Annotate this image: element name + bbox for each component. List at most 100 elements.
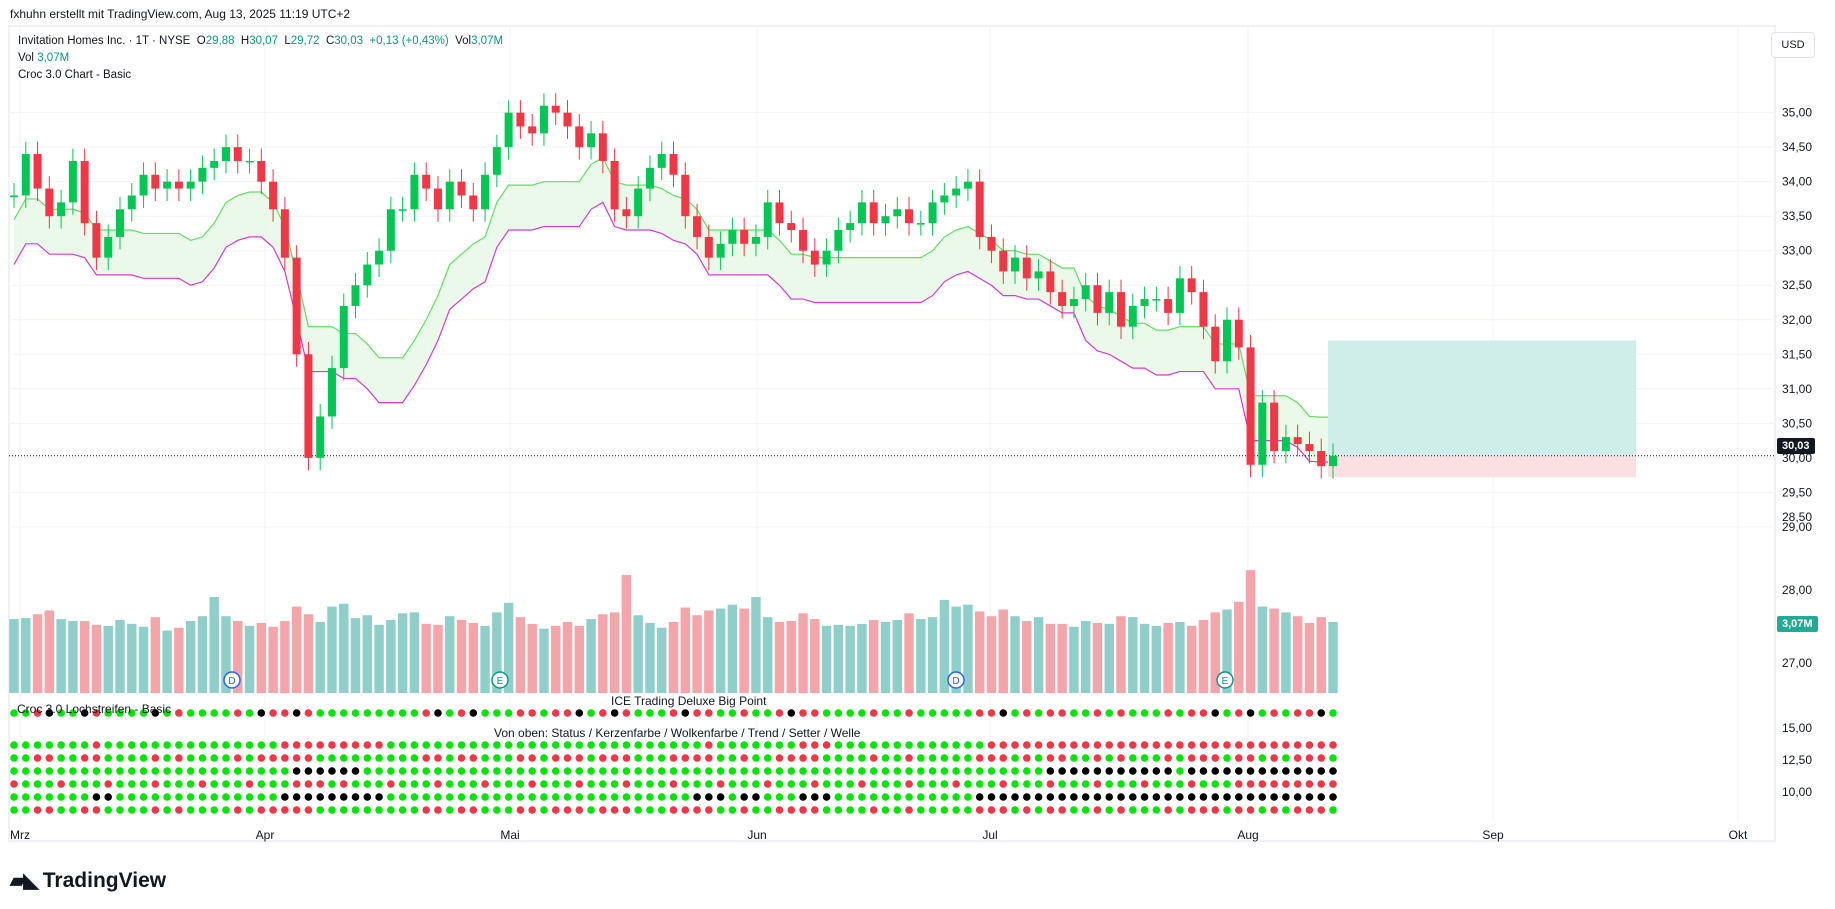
lochstreifen-dot (940, 806, 949, 814)
open-value: 29,88 (205, 35, 235, 47)
lochstreifen-dot (811, 741, 819, 749)
lochstreifen-dot (1058, 780, 1066, 788)
lochstreifen-dot (893, 806, 902, 814)
volume-bar (798, 613, 808, 693)
lochstreifen-dot (1270, 754, 1278, 762)
lochstreifen-dot (1023, 806, 1031, 814)
candle-body (952, 188, 961, 196)
lochstreifen-dot (1258, 780, 1267, 788)
candle-body (1034, 271, 1043, 279)
lochstreifen-dot (210, 806, 219, 814)
lochstreifen-dot (1128, 709, 1137, 717)
lochstreifen-dot (210, 793, 219, 801)
lochstreifen-dot (822, 780, 831, 788)
lochstreifen-dot (610, 780, 619, 788)
lochstreifen-dot (1199, 754, 1208, 762)
y-tick-label: 32,00 (1782, 313, 1812, 327)
lochstreifen-dot (999, 767, 1008, 775)
lochstreifen-dot (57, 741, 65, 749)
lochstreifen-dot (1011, 806, 1019, 814)
candle-body (398, 209, 407, 211)
lochstreifen-dot (787, 767, 796, 775)
lochstreifen-dot (139, 806, 148, 814)
volume-bar (480, 625, 490, 693)
lochstreifen-dot (127, 754, 136, 762)
candle-body (304, 354, 313, 458)
lochstreifen-dot (116, 793, 124, 801)
lochstreifen-dot (669, 767, 678, 775)
lochstreifen-dot (775, 806, 784, 814)
lochstreifen-dot (398, 780, 407, 788)
lochstreifen-dot (445, 780, 454, 788)
volume-bar (704, 610, 714, 693)
lochstreifen-dot (481, 709, 489, 717)
lochstreifen-dot (116, 741, 124, 749)
lochstreifen-dot (917, 767, 925, 775)
lochstreifen-dot (1246, 793, 1255, 801)
candle-body (740, 230, 749, 244)
lochstreifen-dot (1270, 793, 1278, 801)
lochstreifen-dot (587, 806, 595, 814)
lochstreifen-dot (422, 767, 430, 775)
lochstreifen-dot (292, 793, 301, 801)
lochstreifen-dot (1176, 806, 1184, 814)
lochstreifen-dot (163, 806, 171, 814)
event-marker-label: D (228, 676, 235, 687)
lochstreifen-dot (987, 754, 996, 762)
volume-bar (880, 621, 891, 693)
lochstreifen-dot (1128, 793, 1137, 801)
lochstreifen-dot (657, 754, 666, 762)
lochstreifen-dot (528, 709, 536, 717)
lochstreifen-dot (705, 767, 713, 775)
lochstreifen-dot (987, 741, 996, 749)
lochstreifen-dot (940, 793, 949, 801)
lochstreifen-dot (1034, 780, 1043, 788)
volume-bar (374, 624, 384, 693)
candle-body (1187, 278, 1196, 293)
lochstreifen-dot (469, 754, 478, 762)
lochstreifen-dot (269, 793, 277, 801)
lochstreifen-dot (233, 709, 242, 717)
lochstreifen-dot (351, 709, 360, 717)
candle-body (221, 147, 230, 161)
lochstreifen-dot (233, 767, 242, 775)
lochstreifen-dot (869, 709, 878, 717)
lochstreifen-dot (80, 767, 89, 775)
lochstreifen-dot (528, 767, 536, 775)
lochstreifen-dot (575, 780, 584, 788)
lochstreifen-dot (563, 806, 572, 814)
lochstreifen-dot (728, 709, 737, 717)
candle-body (1246, 347, 1255, 465)
candle-body (799, 230, 808, 251)
lochstreifen-dot (69, 780, 77, 788)
lochstreifen-dot (869, 780, 878, 788)
lochstreifen-dot (540, 806, 548, 814)
lochstreifen-dot (752, 767, 760, 775)
lochstreifen-dot (1081, 767, 1090, 775)
candle-body (575, 126, 584, 148)
lochstreifen-dot (716, 741, 725, 749)
lochstreifen-dot (1117, 709, 1125, 717)
x-tick-label: Mrz (10, 828, 30, 842)
volume-bar (1186, 625, 1197, 693)
lochstreifen-dot (363, 767, 372, 775)
lochstreifen-dot (10, 767, 18, 775)
lochstreifen-dot (163, 793, 171, 801)
lochstreifen-dot (21, 709, 30, 717)
volume-bar (833, 624, 844, 693)
lochstreifen-dot (222, 741, 230, 749)
lochstreifen-dot (1187, 754, 1196, 762)
candle-body (80, 160, 89, 224)
lochstreifen-dot (21, 793, 30, 801)
lochstreifen-dot (398, 806, 407, 814)
lochstreifen-dot (775, 767, 784, 775)
currency-button[interactable]: USD (1771, 32, 1815, 58)
lochstreifen-dot (599, 767, 607, 775)
volume-bar (892, 620, 902, 693)
indicator-legend[interactable]: Croc 3.0 Chart - Basic (18, 69, 132, 81)
tradingview-logo[interactable]: ▰◣ TradingView (10, 868, 167, 893)
lochstreifen-dot (1152, 709, 1161, 717)
lochstreifen-dot (92, 767, 101, 775)
lochstreifen-dot (186, 709, 195, 717)
